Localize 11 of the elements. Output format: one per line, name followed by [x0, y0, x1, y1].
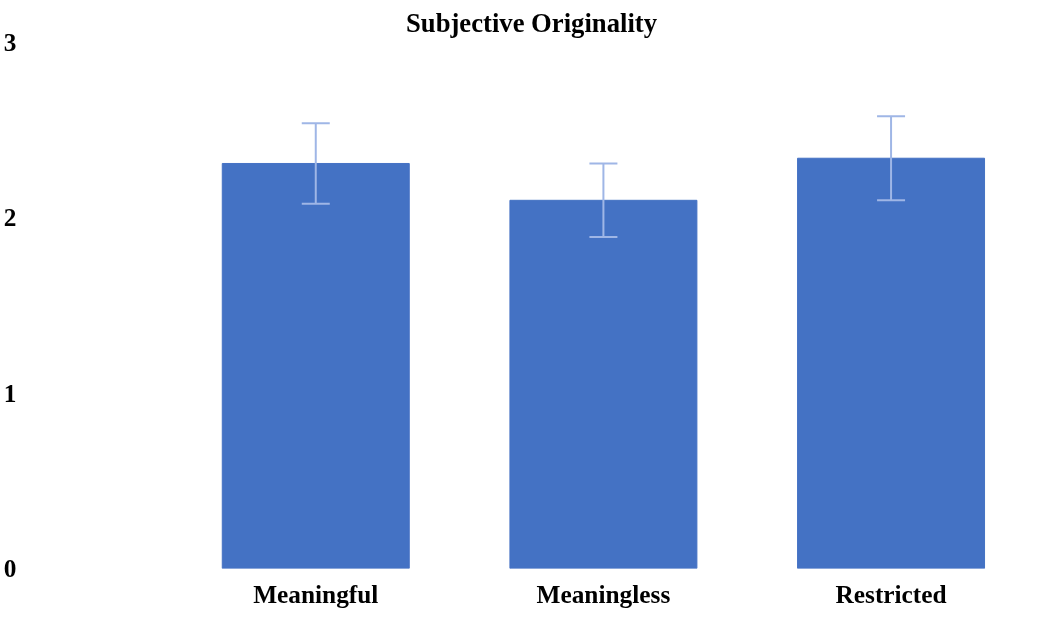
- bar: [221, 162, 410, 569]
- x-tick-label: Meaningful: [253, 579, 379, 608]
- y-tick-label: 0: [3, 554, 17, 582]
- x-tick-label: Meaningless: [536, 579, 671, 608]
- bar: [797, 157, 986, 569]
- chart-title: Subjective Originality: [406, 7, 658, 38]
- y-tick-label: 3: [3, 28, 17, 56]
- y-tick-label: 1: [3, 378, 17, 407]
- bar: [509, 199, 698, 569]
- x-tick-label: Restricted: [835, 579, 947, 608]
- y-tick-label: 2: [3, 203, 17, 232]
